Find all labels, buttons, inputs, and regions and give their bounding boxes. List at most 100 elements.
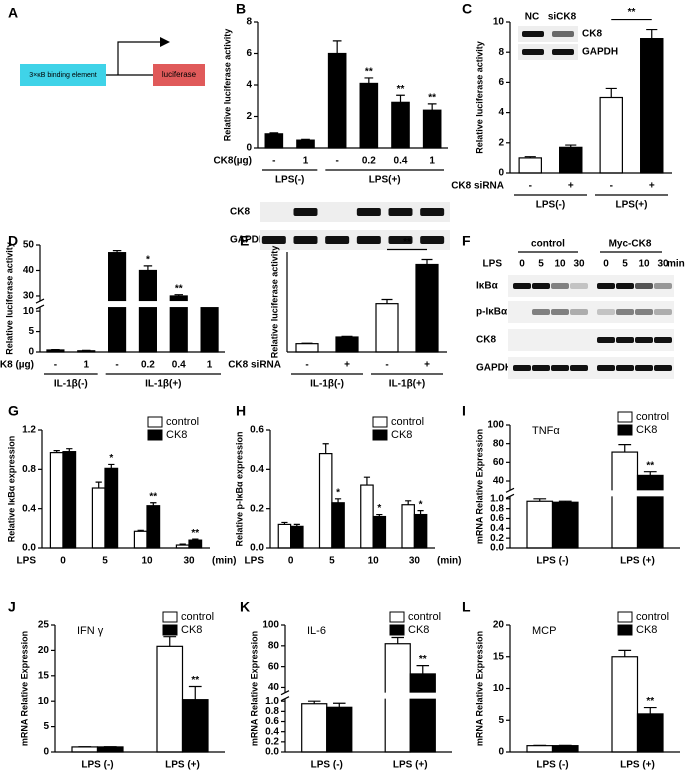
y-tick-label: 6 — [498, 77, 504, 88]
panel-letter: H — [236, 403, 246, 419]
error-bar — [618, 649, 632, 657]
x-tick-label: LPS (+) — [620, 556, 655, 567]
blot-band — [356, 236, 381, 244]
lane-label: 0 — [603, 259, 609, 270]
error-bar — [333, 702, 346, 708]
significance: ** — [365, 67, 373, 78]
blot-band — [654, 365, 672, 371]
panel-letter: L — [462, 599, 471, 615]
row-label: CK8 siRNA — [228, 360, 281, 371]
chart: L 0 5 10 15 20 mRNA Relative Expression MCP ** LP… — [462, 599, 680, 771]
y-tick-label: 15 — [493, 651, 505, 662]
bar — [62, 451, 77, 549]
bar — [415, 263, 439, 353]
blot-band — [597, 365, 615, 371]
lane-label: 10 — [638, 259, 650, 270]
y-tick-label: 60 — [493, 457, 505, 468]
y-axis-label: mRNA Relative Expression — [474, 429, 484, 544]
bar — [318, 453, 333, 549]
row-label: GAPDH — [476, 363, 512, 374]
y-tick-label: 0.4 — [265, 726, 279, 737]
y-tick-label: 5 — [43, 721, 49, 732]
legend-swatch — [162, 624, 178, 636]
chart: C 0 2 4 6 8 10 Relative luciferase activity ** - +… — [451, 1, 672, 211]
y-axis-label: Relative luciferase activity — [474, 41, 484, 154]
error-bar — [618, 444, 632, 453]
panel-letter: D — [8, 233, 18, 249]
row-label: LPS — [483, 259, 503, 270]
legend-swatch — [372, 429, 388, 441]
y-tick-label: 0.8 — [22, 464, 36, 475]
y-tick-label: 0.6 — [250, 425, 264, 436]
x-tick-label: 0 — [288, 556, 294, 567]
x-tick-label: 10 — [368, 556, 380, 567]
error-bar — [421, 258, 433, 265]
blot-strip — [518, 44, 578, 60]
error-bar — [179, 543, 186, 546]
bar — [611, 656, 639, 753]
x-tick-label: + — [424, 360, 430, 371]
legend-label: control — [636, 411, 669, 423]
bar — [401, 504, 415, 549]
legend-swatch — [617, 624, 633, 636]
blot-band — [293, 236, 318, 244]
group-label: Myc-CK8 — [609, 239, 652, 250]
x-tick-label: - — [115, 360, 118, 371]
blot-band — [552, 31, 574, 37]
x-tick-label: 0.4 — [172, 360, 186, 371]
blot-band — [532, 365, 550, 371]
bar — [138, 269, 157, 353]
legend-swatch — [147, 429, 163, 441]
x-unit: (min) — [212, 556, 236, 567]
error-bar — [143, 265, 153, 271]
bar — [526, 500, 554, 549]
bar — [611, 451, 639, 549]
legend-swatch — [372, 416, 388, 428]
significance: * — [146, 255, 150, 266]
x-tick-label: 1 — [207, 360, 213, 371]
y-tick-label: 100 — [487, 420, 504, 431]
axis-break — [279, 692, 452, 699]
bar — [71, 746, 99, 753]
y-tick-label: 10 — [493, 17, 505, 28]
axis-break — [34, 301, 225, 308]
unit-label: min — [667, 259, 685, 270]
legend-swatch — [147, 416, 163, 428]
error-bar — [396, 94, 405, 103]
blot-band — [635, 283, 653, 289]
row-label: GAPDH — [582, 47, 618, 58]
bar — [422, 109, 442, 149]
blot-band — [616, 337, 634, 343]
lane-label: 0 — [519, 259, 525, 270]
legend-swatch — [389, 611, 405, 623]
bar — [391, 101, 410, 149]
error-bar — [334, 498, 342, 503]
blot-band — [420, 208, 445, 216]
error-bar — [332, 40, 342, 54]
error-bar — [293, 523, 300, 527]
error-bar — [163, 636, 177, 647]
y-tick-label: 1.2 — [22, 425, 36, 436]
bar — [96, 746, 124, 753]
y-tick-label: 0.6 — [490, 513, 504, 524]
y-axis-label: mRNA Relative Expression — [474, 631, 484, 746]
bar — [551, 501, 579, 549]
x-tick-label: LPS (-) — [536, 760, 568, 771]
legend-label: control — [166, 416, 199, 428]
x-tick-label: 0.4 — [394, 156, 408, 167]
error-bar — [565, 144, 577, 148]
panel-letter: G — [8, 403, 19, 419]
bracket-label: ** — [403, 237, 411, 248]
error-bar — [269, 132, 279, 134]
bar — [559, 146, 583, 174]
panel-letter: C — [462, 1, 472, 17]
x-tick-label: LPS (+) — [393, 760, 428, 771]
y-tick-label: 6 — [246, 48, 252, 59]
panel-letter: I — [462, 403, 466, 419]
blot-band — [513, 283, 531, 289]
chart-title: TNFα — [532, 425, 560, 437]
bar — [360, 484, 374, 549]
y-tick-label: 40 — [23, 265, 35, 276]
y-tick-label: 0.0 — [22, 543, 36, 554]
